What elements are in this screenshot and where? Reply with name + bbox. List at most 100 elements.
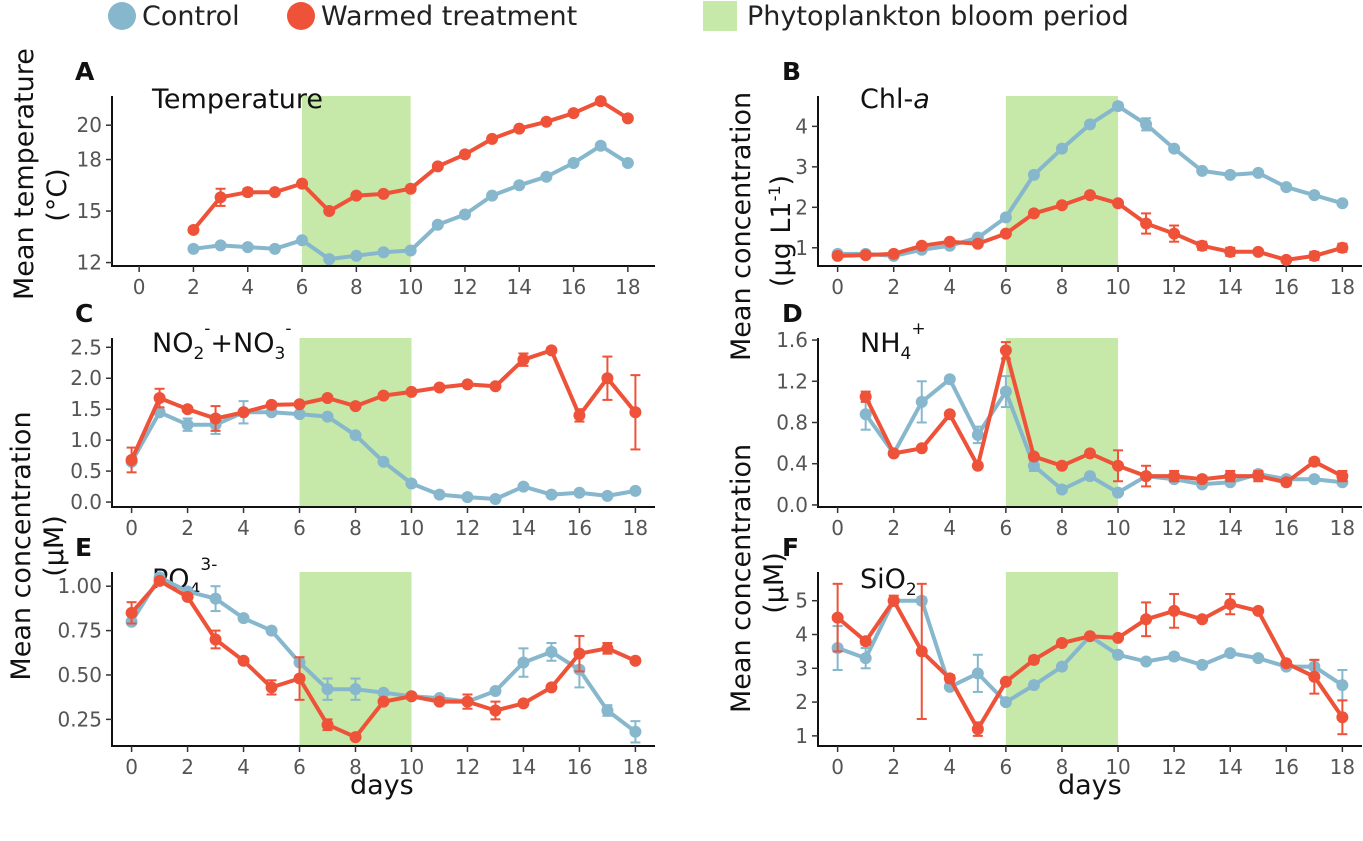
panel-f-control-point (999, 696, 1012, 709)
panel-e-x-tick-label: 4 (237, 755, 250, 779)
panel-a-bloom-band (302, 96, 411, 266)
panel-d-x-tick-label: 4 (943, 516, 956, 540)
panel-a-control-point (268, 242, 281, 255)
panel-a-warmed-point (404, 182, 417, 195)
panel-a-warmed-point (621, 112, 634, 125)
panel-f-warmed-point (1280, 657, 1293, 670)
panel-e-control-point (209, 592, 222, 605)
panel-b-warmed-point (859, 249, 872, 262)
panel-e-warmed-point (125, 606, 138, 619)
panel-d-x-tick-label: 2 (887, 516, 900, 540)
panel-b-x-tick-label: 0 (831, 275, 844, 299)
panel-d-warmed-point (999, 344, 1012, 357)
panel-e-control-point (237, 612, 250, 625)
panel-b-x-tick-label: 14 (1217, 275, 1242, 299)
panel-b-control-point (1196, 164, 1209, 177)
panel-b-control-point (1112, 100, 1125, 113)
panel-f-warmed-point (1252, 604, 1265, 617)
panel-a-x-tick-label: 10 (398, 275, 423, 299)
panel-e-warmed-point (349, 731, 362, 744)
panel-a-warmed-point (567, 107, 580, 120)
panel-c-control-point (405, 477, 418, 490)
panel-d-warmed-point (943, 408, 956, 421)
panel-c-warmed-point (377, 389, 390, 402)
panel-a-warmed-point (458, 148, 471, 161)
panel-a-warmed-point (296, 177, 309, 190)
panel-b-x-tick-label: 18 (1330, 275, 1355, 299)
panel-f-control-point (1140, 655, 1153, 668)
y-label-chl: Mean concentration (µg L1-1) (725, 91, 798, 361)
panel-e-warmed-point (265, 681, 278, 694)
panel-d-warmed-point (1140, 470, 1153, 483)
panel-b-control-point (1224, 168, 1237, 181)
panel-b-x-tick-label: 16 (1274, 275, 1299, 299)
panel-e-warmed-point (181, 590, 194, 603)
panel-d-x-tick-label: 0 (831, 516, 844, 540)
panel-b-x-tick-label: 2 (887, 275, 900, 299)
panel-b-control-point (1280, 181, 1293, 194)
panel-e-y-tick-label: 1.00 (57, 574, 102, 598)
panel-c-warmed-point (125, 453, 138, 466)
panel-e-warmed-point (545, 681, 558, 694)
panel-b-control-point (1168, 142, 1181, 155)
panel-b-warmed-point (971, 237, 984, 250)
panel-b-y-tick-label: 4 (795, 114, 808, 138)
panel-e-warmed-point (209, 633, 222, 646)
panel-a-warmed-point (377, 187, 390, 200)
panel-d-warmed-point (859, 390, 872, 403)
panel-e-x-tick-label: 18 (623, 755, 648, 779)
panel-f-control-point (859, 652, 872, 665)
panel-f-control-point (1112, 648, 1125, 661)
panel-b-warmed-point (1252, 245, 1265, 258)
panel-f-y-tick-label: 3 (795, 656, 808, 680)
panel-f-control-point (1027, 679, 1040, 692)
panel-c-control-point (433, 488, 446, 501)
panel-a-control-point (621, 156, 634, 169)
panel-a-control-point (404, 244, 417, 257)
panel-b-control-point (999, 211, 1012, 224)
panel-c-x-tick-label: 14 (511, 516, 536, 540)
y-label-chl-line2: (µg L1-1) (758, 101, 798, 361)
panel-b-warmed-point (1280, 253, 1293, 266)
panel-d-x-tick-label: 6 (1000, 516, 1013, 540)
panel-d-warmed-point (1168, 470, 1181, 483)
panel-a-x-tick-label: 12 (452, 275, 477, 299)
panel-f-x-tick-label: 18 (1330, 755, 1355, 779)
panel-d-control-point (1308, 473, 1321, 486)
panel-b-warmed-point (1196, 239, 1209, 252)
panel-e-x-tick-label: 0 (125, 755, 138, 779)
panel-c-control-point (181, 418, 194, 431)
panel-a-control-point (241, 241, 254, 254)
panel-b-control-point (1084, 118, 1096, 131)
panel-f-x-tick-label: 0 (831, 755, 844, 779)
panel-a-title: Temperature (151, 84, 323, 115)
panel-c-warmed-point (321, 392, 334, 405)
panel-f-warmed-point (1336, 711, 1349, 724)
panel-a-warmed-point (214, 191, 227, 204)
panel-e-x-tick-label: 8 (349, 755, 362, 779)
panel-b-control-point (1140, 118, 1153, 131)
panel-f-control-point (971, 667, 984, 680)
panel-f-x-tick-label: 2 (887, 755, 900, 779)
panel-c-warmed-point (153, 392, 166, 405)
panel-c-y-tick-label: 1.0 (70, 428, 102, 452)
panel-a-control-point (458, 208, 471, 221)
panel-d-warmed-point (1084, 447, 1096, 460)
panel-d-x-tick-label: 10 (1105, 516, 1130, 540)
panel-d-control-point (1027, 459, 1040, 472)
panel-c-y-tick-label: 0.5 (70, 459, 102, 483)
panel-a-control-point (377, 246, 390, 259)
panel-a-warmed-point (486, 132, 499, 145)
panel-d-x-tick-label: 18 (1330, 516, 1355, 540)
panel-b-bloom-band (1005, 96, 1119, 266)
panel-e-control-point (265, 624, 278, 637)
panel-c-x-tick-label: 4 (237, 516, 250, 540)
y-label-chl-line1: Mean concentration (726, 91, 757, 361)
panel-d-x-tick-label: 14 (1217, 516, 1242, 540)
panel-c-x-tick-label: 10 (399, 516, 424, 540)
panel-d-warmed-point (915, 442, 928, 455)
panel-c-warmed-point (573, 409, 586, 422)
panel-d-control-point (1055, 483, 1068, 496)
panel-c-control-point (629, 484, 642, 497)
